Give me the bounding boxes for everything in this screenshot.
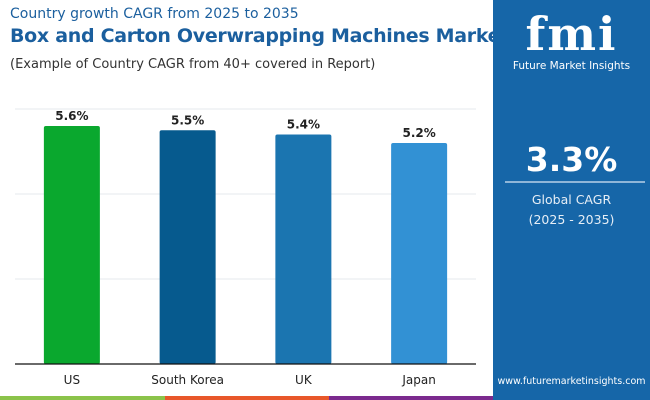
x-tick-label: Japan bbox=[401, 373, 435, 387]
chart-title: Box and Carton Overwrapping Machines Mar… bbox=[10, 25, 510, 47]
x-tick-label: UK bbox=[295, 373, 313, 387]
bar-chart: 5.6% US 5.5% South Korea 5.4% UK 5.2% Japan bbox=[15, 108, 476, 387]
x-tick-label: US bbox=[64, 373, 80, 387]
brand-name: Future Market Insights bbox=[512, 60, 631, 72]
bar-us bbox=[43, 126, 100, 364]
accent-stripe-orange bbox=[165, 396, 329, 400]
data-label: 5.4% bbox=[287, 118, 320, 132]
sidebar: fmi Future Market Insights 3.3% Global C… bbox=[493, 0, 650, 400]
accent-stripe-green bbox=[0, 396, 165, 400]
divider bbox=[505, 181, 645, 183]
bar-uk bbox=[275, 134, 332, 364]
x-tick-label: South Korea bbox=[151, 373, 224, 387]
chart-subtitle: Country growth CAGR from 2025 to 2035 bbox=[10, 6, 299, 22]
bar-south-korea bbox=[159, 130, 216, 364]
global-cagr-period: (2025 - 2035) bbox=[528, 212, 615, 227]
logo-mark: fmi bbox=[525, 7, 618, 61]
chart-note: (Example of Country CAGR from 40+ covere… bbox=[10, 57, 376, 72]
global-cagr-value: 3.3% bbox=[525, 140, 618, 179]
fmi-logo: fmi Future Market Insights bbox=[493, 8, 650, 72]
data-label: 5.6% bbox=[55, 109, 88, 123]
data-label: 5.5% bbox=[171, 113, 204, 127]
data-label: 5.2% bbox=[402, 126, 435, 140]
accent-stripe-purple bbox=[329, 396, 493, 400]
website-link[interactable]: www.futuremarketinsights.com bbox=[497, 376, 646, 387]
global-cagr-label: Global CAGR (2025 - 2035) bbox=[493, 190, 650, 230]
global-cagr-text: Global CAGR bbox=[531, 192, 612, 207]
bar-japan bbox=[391, 143, 448, 364]
